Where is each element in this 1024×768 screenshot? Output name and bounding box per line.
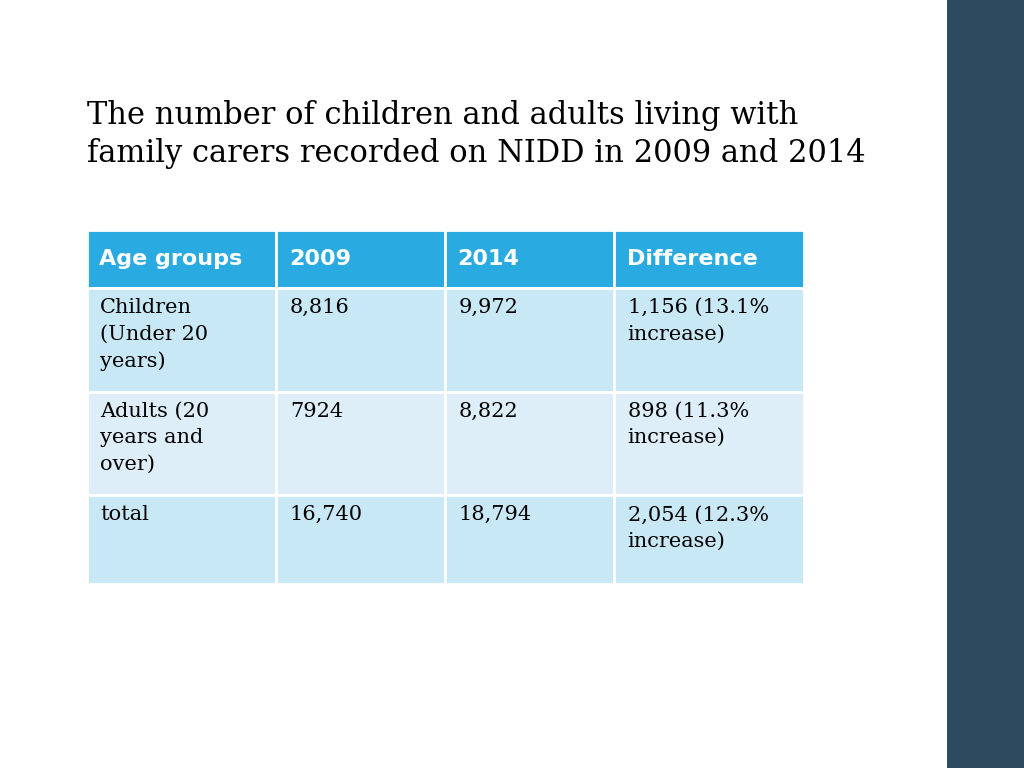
- Text: 8,816: 8,816: [290, 298, 349, 317]
- Text: 898 (11.3%
increase): 898 (11.3% increase): [628, 402, 749, 447]
- Text: 2,054 (12.3%
increase): 2,054 (12.3% increase): [628, 505, 769, 551]
- Text: Children
(Under 20
years): Children (Under 20 years): [100, 298, 209, 371]
- Text: 2009: 2009: [289, 249, 351, 270]
- Text: 1,156 (13.1%
increase): 1,156 (13.1% increase): [628, 298, 769, 343]
- Text: total: total: [100, 505, 150, 525]
- Text: 16,740: 16,740: [290, 505, 362, 525]
- Text: 8,822: 8,822: [459, 402, 518, 421]
- Text: Adults (20
years and
over): Adults (20 years and over): [100, 402, 210, 474]
- Text: The number of children and adults living with
family carers recorded on NIDD in : The number of children and adults living…: [87, 100, 865, 169]
- Text: Age groups: Age groups: [99, 249, 243, 270]
- Text: 2014: 2014: [458, 249, 519, 270]
- Text: 18,794: 18,794: [459, 505, 531, 525]
- Text: 7924: 7924: [290, 402, 343, 421]
- Text: Difference: Difference: [627, 249, 758, 270]
- Text: 9,972: 9,972: [459, 298, 518, 317]
